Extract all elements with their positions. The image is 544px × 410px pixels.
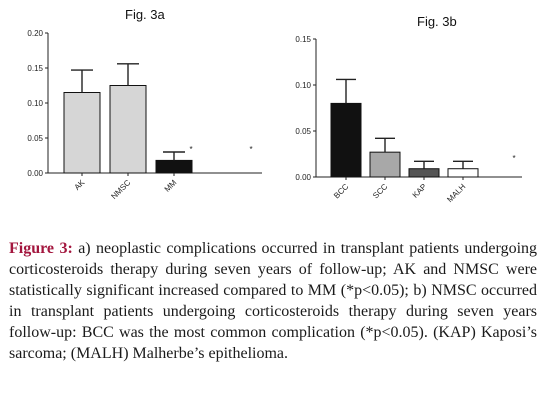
figure-caption: Figure 3: a) neoplastic complications oc… <box>9 238 537 364</box>
fig-3b-category-label: SCC <box>371 182 389 200</box>
fig-3b-y-tick-label: 0.10 <box>295 81 311 90</box>
fig-3a-y-tick-label: 0.00 <box>27 169 43 178</box>
fig-3b-bar <box>369 151 401 178</box>
fig-3b-significance-star: * <box>512 154 515 163</box>
fig-3b-category-label: MALH <box>445 182 467 204</box>
fig-3b-y-tick-label: 0.00 <box>295 173 311 182</box>
fig-3b-bar <box>330 102 362 178</box>
fig-3a-significance-star: * <box>189 145 192 154</box>
fig-3a-title: Fig. 3a <box>125 7 165 22</box>
fig-3a-y-tick-label: 0.05 <box>27 134 43 143</box>
fig-3b-y-tick-label: 0.15 <box>295 35 311 44</box>
fig-3b-title: Fig. 3b <box>417 14 457 29</box>
fig-3b-category-label: BCC <box>332 182 350 200</box>
fig-3b-category-label: KAP <box>411 182 429 200</box>
fig-3b-bar <box>408 168 440 178</box>
caption-text: a) neoplastic complications occurred in … <box>9 240 538 362</box>
fig-3a-y-tick-label: 0.10 <box>27 99 43 108</box>
fig-3a-y-tick-label: 0.20 <box>27 29 43 38</box>
fig-3b-y-tick-label: 0.05 <box>295 127 311 136</box>
caption-label: Figure 3: <box>9 240 73 257</box>
fig-3a-bar <box>63 92 101 174</box>
chart-fig-3b: 0.00 0.05 0.10 0.15 BCC SCC KAP MALH * <box>295 35 522 204</box>
fig-3b-bar <box>447 168 479 178</box>
fig-3a-y-tick-label: 0.15 <box>27 64 43 73</box>
fig-3a-significance-star: * <box>249 145 252 154</box>
